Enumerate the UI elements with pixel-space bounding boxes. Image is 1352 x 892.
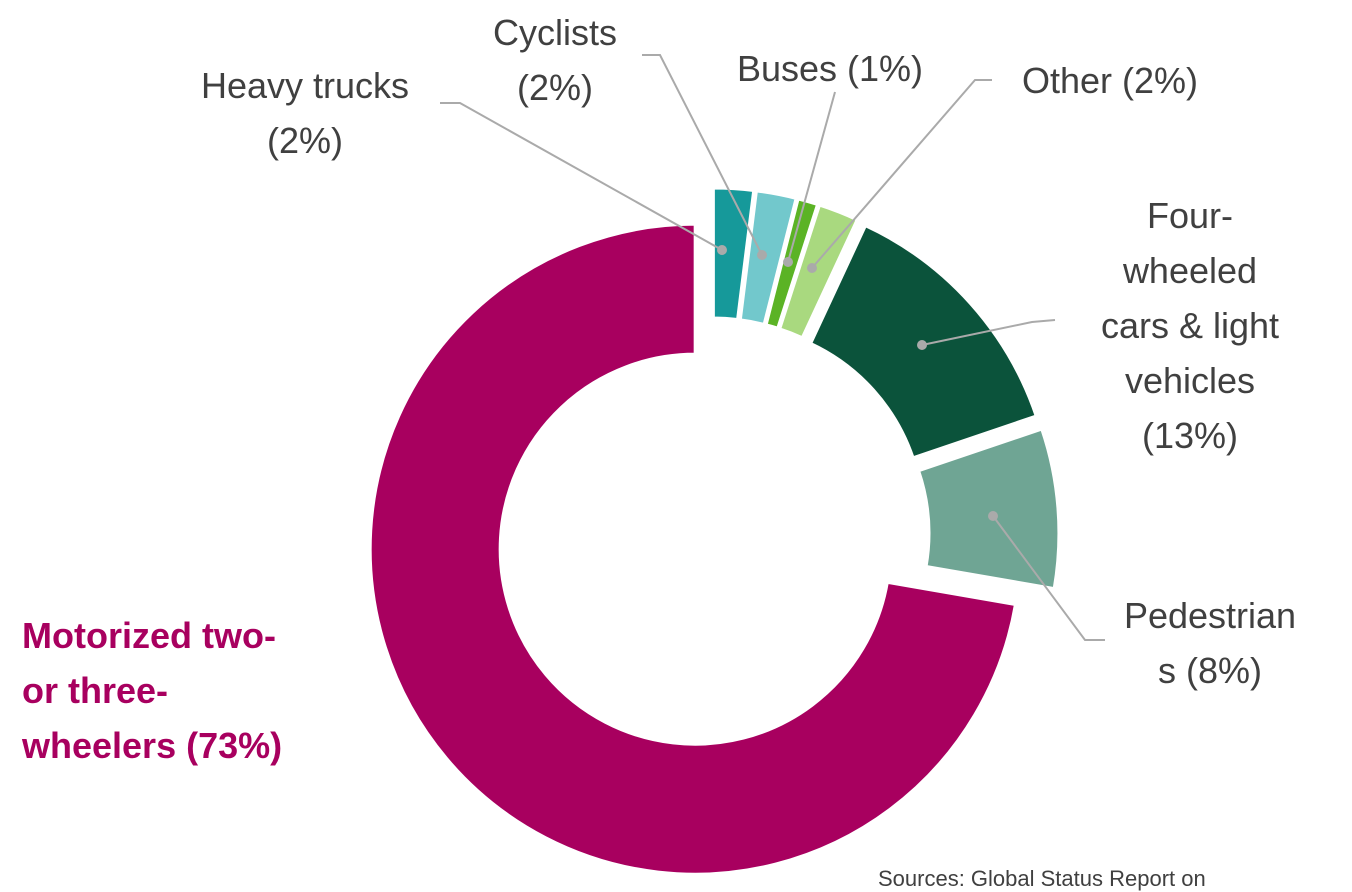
data-label: Other (2%) — [960, 53, 1260, 108]
leader-dot — [917, 340, 927, 350]
data-label: Pedestrians (8%) — [1120, 588, 1300, 698]
leader-line — [642, 54, 763, 256]
leader-line — [992, 515, 1105, 641]
value-label: (2%) — [1122, 60, 1199, 101]
leader-dot — [717, 245, 727, 255]
value-label: (1%) — [847, 48, 924, 89]
value-label: (8%) — [1186, 650, 1263, 691]
leader-dot — [757, 250, 767, 260]
data-label: Buses (1%) — [680, 41, 980, 96]
category-label: Heavy trucks — [200, 65, 410, 106]
data-label: Four-wheeled cars & light vehicles (13%) — [1090, 188, 1290, 463]
data-label: Cyclists (2%) — [455, 5, 655, 115]
value-label: (2%) — [266, 120, 343, 161]
category-label: Pedestrians — [1123, 595, 1297, 691]
leader-line — [811, 79, 992, 269]
data-label: Motorized two- or three-wheelers (73%) — [22, 608, 307, 773]
category-label: Motorized two- or three-wheelers — [22, 615, 276, 766]
category-label: Buses — [736, 48, 838, 89]
value-label: (73%) — [186, 725, 283, 766]
value-label: (13%) — [1141, 415, 1239, 456]
leader-dot — [988, 511, 998, 521]
category-label: Other — [1021, 60, 1112, 101]
leader-line — [921, 319, 1056, 346]
source-note: Sources: Global Status Report on — [878, 866, 1206, 891]
donut-segment — [916, 427, 1061, 591]
category-label: Four-wheeled cars & light vehicles — [1100, 195, 1280, 401]
leader-dot — [807, 263, 817, 273]
donut-segment — [368, 222, 1018, 876]
category-label: Cyclists — [493, 12, 617, 53]
data-label: Heavy trucks (2%) — [175, 58, 435, 168]
leader-dot — [783, 257, 793, 267]
value-label: (2%) — [516, 67, 593, 108]
leader-line — [440, 102, 723, 251]
leader-lines — [440, 54, 1105, 641]
donut-segment — [738, 189, 798, 327]
leader-line — [787, 91, 836, 263]
